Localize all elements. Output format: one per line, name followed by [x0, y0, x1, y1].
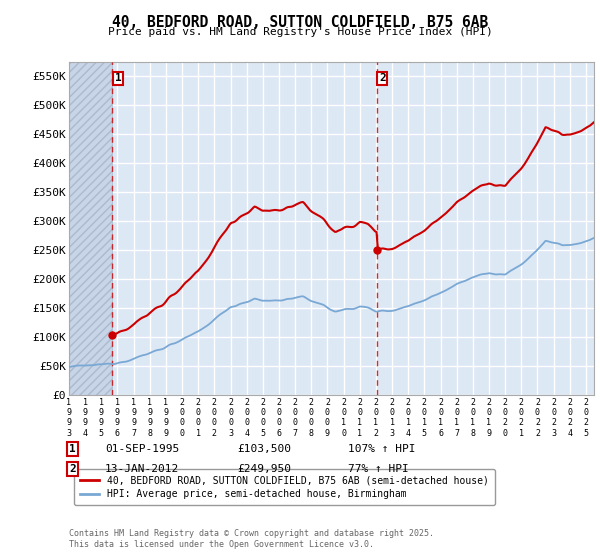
Text: 01-SEP-1995: 01-SEP-1995	[105, 444, 179, 454]
Text: 2: 2	[69, 464, 76, 474]
Text: £103,500: £103,500	[237, 444, 291, 454]
Legend: 40, BEDFORD ROAD, SUTTON COLDFIELD, B75 6AB (semi-detached house), HPI: Average : 40, BEDFORD ROAD, SUTTON COLDFIELD, B75 …	[74, 469, 494, 505]
Text: 1: 1	[69, 444, 76, 454]
Text: £249,950: £249,950	[237, 464, 291, 474]
Text: 2: 2	[379, 73, 386, 83]
Text: 40, BEDFORD ROAD, SUTTON COLDFIELD, B75 6AB: 40, BEDFORD ROAD, SUTTON COLDFIELD, B75 …	[112, 15, 488, 30]
Text: Price paid vs. HM Land Registry's House Price Index (HPI): Price paid vs. HM Land Registry's House …	[107, 27, 493, 37]
Text: 13-JAN-2012: 13-JAN-2012	[105, 464, 179, 474]
Text: 77% ↑ HPI: 77% ↑ HPI	[348, 464, 409, 474]
Text: 107% ↑ HPI: 107% ↑ HPI	[348, 444, 415, 454]
Text: 1: 1	[115, 73, 121, 83]
Text: Contains HM Land Registry data © Crown copyright and database right 2025.
This d: Contains HM Land Registry data © Crown c…	[69, 529, 434, 549]
Bar	[69, 62, 112, 395]
